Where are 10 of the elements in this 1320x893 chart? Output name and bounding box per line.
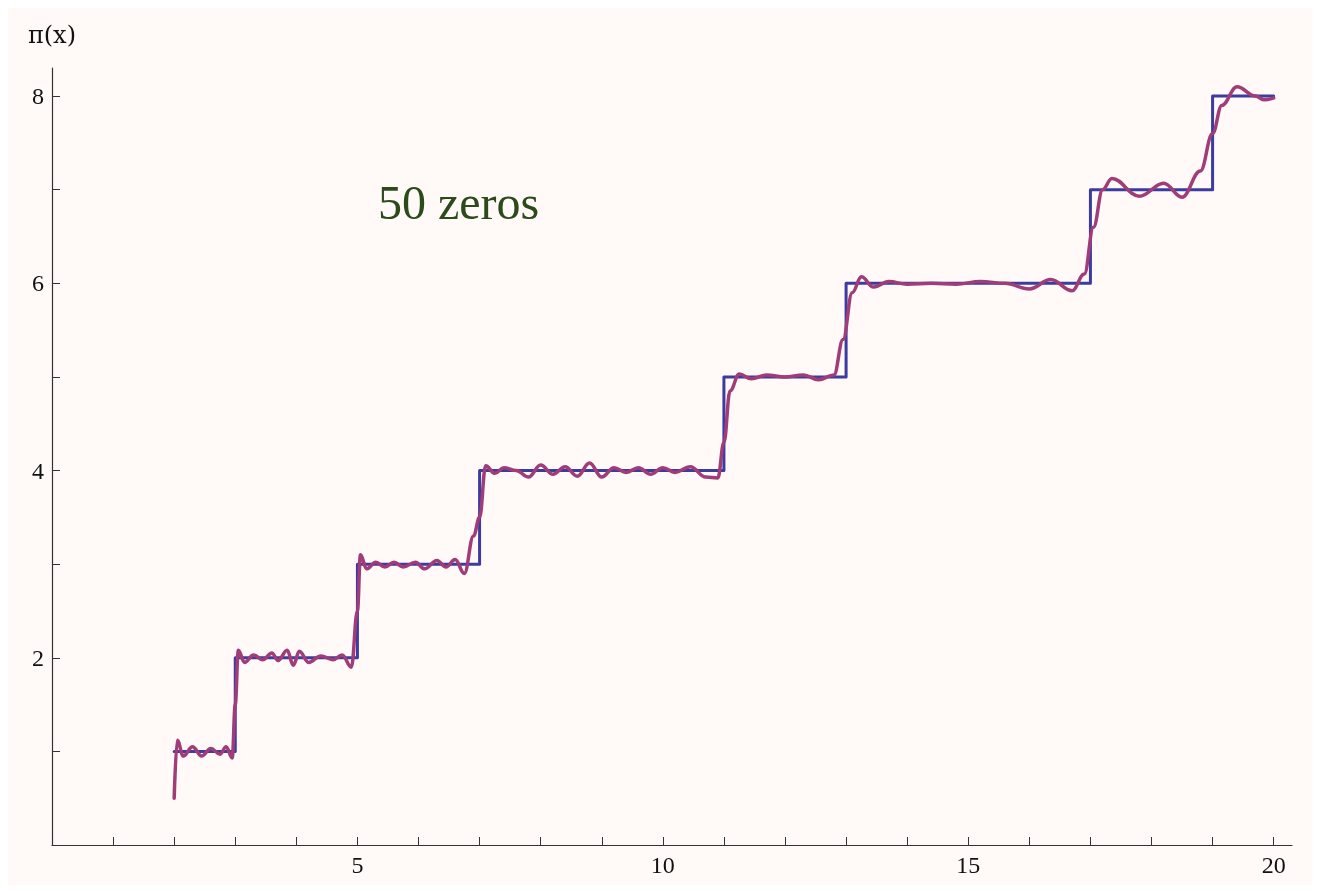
x-tick-label: 15 [956, 852, 981, 878]
y-tick-label: 8 [32, 83, 44, 110]
x-tick-label: 10 [650, 852, 675, 878]
y-tick-label: 6 [32, 270, 44, 297]
x-tick-label: 20 [1261, 852, 1286, 878]
y-axis-title: π(x) [27, 21, 77, 49]
y-tick-label: 2 [32, 644, 44, 671]
y-tick-label: 4 [32, 457, 44, 484]
x-tick-label: 5 [351, 852, 364, 878]
annotation: 50 zeros [378, 175, 540, 229]
